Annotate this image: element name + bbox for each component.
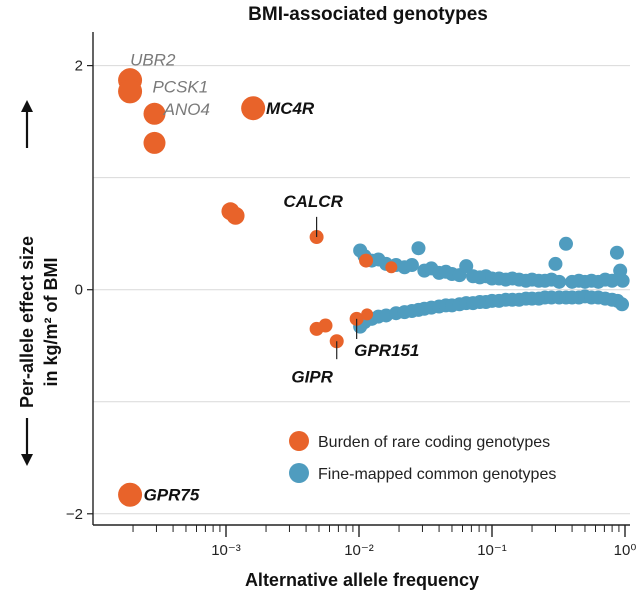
y-axis-down-arrow-icon bbox=[21, 418, 33, 466]
x-tick-label: 10⁰ bbox=[614, 542, 637, 559]
y-tick-label: 2 bbox=[75, 58, 83, 75]
finemapped-point bbox=[615, 273, 630, 288]
gene-label-mc4r: MC4R bbox=[266, 99, 315, 118]
y-axis-title-line2: in kg/m² of BMI bbox=[41, 258, 61, 387]
y-axis-title-line1: Per-allele effect size bbox=[17, 236, 37, 408]
gridlines bbox=[93, 65, 630, 515]
legend-marker-burden bbox=[289, 431, 309, 451]
gene-label-ubr2: UBR2 bbox=[130, 51, 176, 70]
gene-label-gipr: GIPR bbox=[291, 368, 333, 387]
legend-marker-finemapped bbox=[289, 463, 309, 483]
burden-point bbox=[118, 482, 143, 507]
burden-point bbox=[385, 261, 398, 274]
gene-label-gpr151: GPR151 bbox=[354, 341, 419, 360]
burden-point bbox=[361, 308, 374, 321]
x-tick-label: 10⁻¹ bbox=[477, 542, 507, 559]
burden-point bbox=[118, 79, 143, 104]
gene-label-pcsk1: PCSK1 bbox=[152, 78, 208, 97]
finemapped-point bbox=[615, 297, 630, 312]
y-axis-up-arrow-icon bbox=[21, 100, 33, 148]
burden-point bbox=[226, 206, 245, 225]
legend-label-finemapped: Fine-mapped common genotypes bbox=[318, 466, 556, 483]
callout-lines bbox=[316, 216, 358, 360]
gene-labels: UBR2 PCSK1 ANO4 MC4R CALCR GPR151 GIPR GPR75 bbox=[130, 51, 419, 505]
y-tick-label: 0 bbox=[75, 282, 83, 299]
finemapped-point bbox=[609, 245, 624, 260]
x-axis-title: Alternative allele frequency bbox=[245, 570, 479, 590]
legend: Burden of rare coding genotypes Fine-map… bbox=[289, 431, 556, 483]
burden-point bbox=[143, 131, 166, 154]
finemapped-point bbox=[552, 274, 567, 289]
gene-label-gpr75: GPR75 bbox=[144, 485, 200, 504]
burden-point bbox=[359, 253, 374, 268]
y-tick-label: −2 bbox=[66, 506, 83, 523]
finemapped-point bbox=[605, 273, 620, 288]
finemapped-point bbox=[404, 258, 419, 273]
burden-point bbox=[241, 96, 266, 121]
finemapped-point bbox=[548, 256, 563, 271]
finemapped-point bbox=[459, 259, 474, 274]
burden-point bbox=[318, 318, 333, 333]
y-axis-title-group: Per-allele effect size in kg/m² of BMI bbox=[17, 236, 61, 408]
x-tick-label: 10⁻² bbox=[344, 542, 374, 559]
axis-ticks: 2 0 −2 10⁻³ 10⁻² 10⁻¹ 10⁰ bbox=[66, 58, 636, 559]
chart-title: BMI-associated genotypes bbox=[248, 4, 488, 25]
burden-point bbox=[143, 102, 166, 125]
gene-label-ano4: ANO4 bbox=[163, 100, 210, 119]
data-points bbox=[118, 68, 630, 507]
finemapped-point bbox=[411, 241, 426, 256]
x-tick-label: 10⁻³ bbox=[211, 542, 241, 559]
legend-label-burden: Burden of rare coding genotypes bbox=[318, 434, 550, 451]
finemapped-point bbox=[558, 236, 573, 251]
gene-label-calcr: CALCR bbox=[283, 192, 343, 211]
